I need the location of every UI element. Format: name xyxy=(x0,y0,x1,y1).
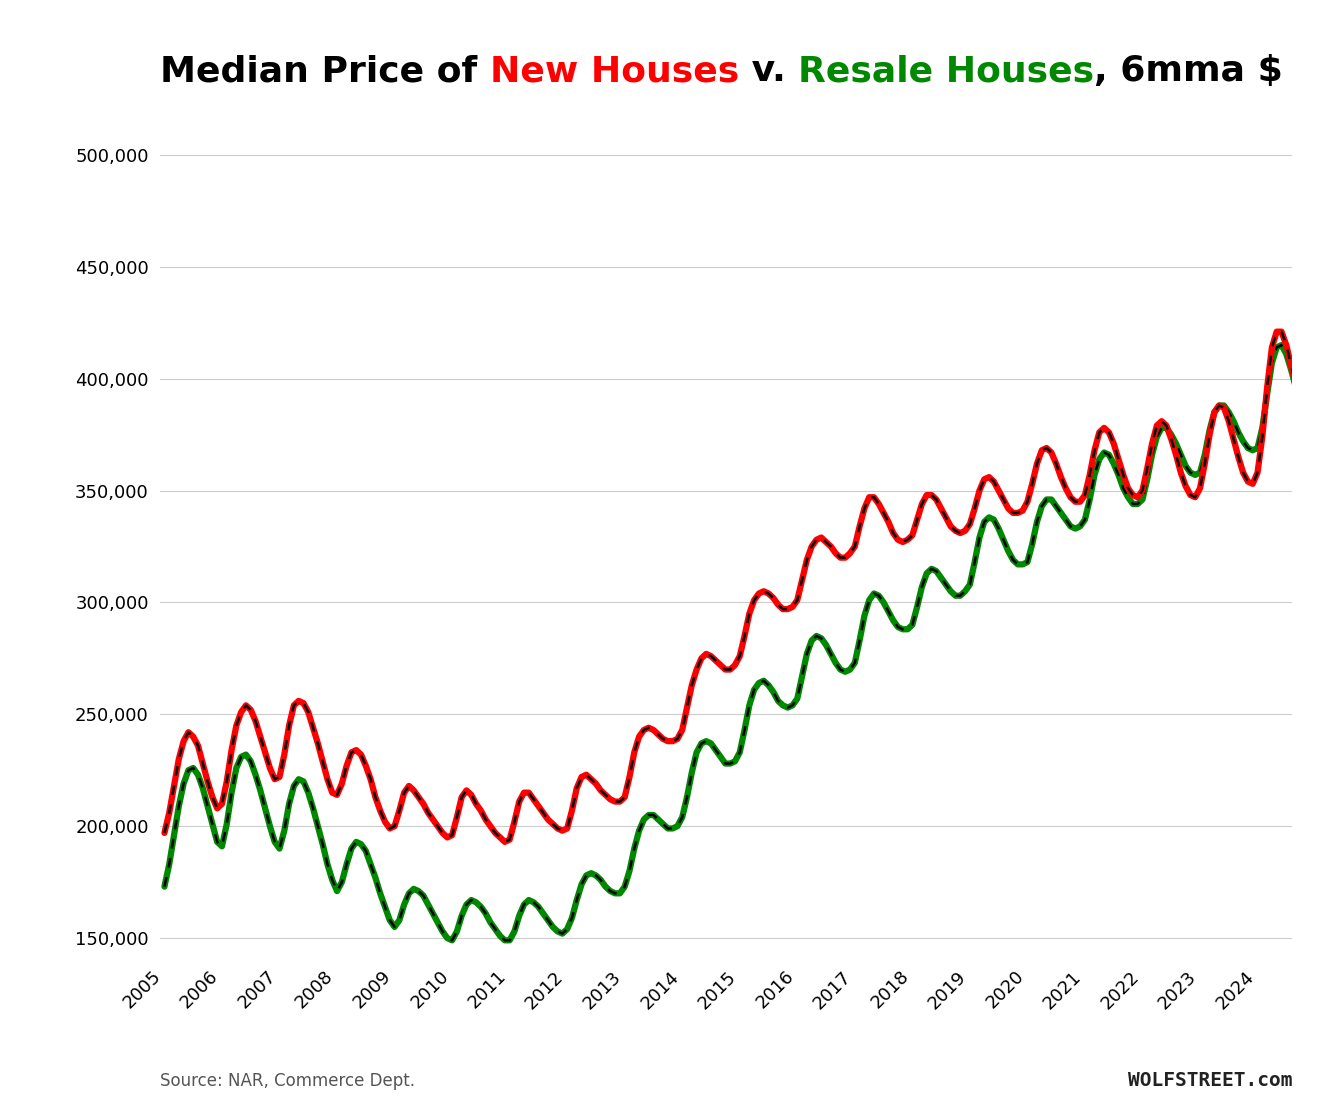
Text: Median Price of: Median Price of xyxy=(160,54,490,88)
Text: New Houses: New Houses xyxy=(490,54,739,88)
Text: , 6mma $: , 6mma $ xyxy=(1095,54,1283,88)
Text: WOLFSTREET.com: WOLFSTREET.com xyxy=(1128,1071,1292,1090)
Text: v.: v. xyxy=(739,54,798,88)
Text: Source: NAR, Commerce Dept.: Source: NAR, Commerce Dept. xyxy=(160,1072,414,1090)
Text: Resale Houses: Resale Houses xyxy=(798,54,1095,88)
